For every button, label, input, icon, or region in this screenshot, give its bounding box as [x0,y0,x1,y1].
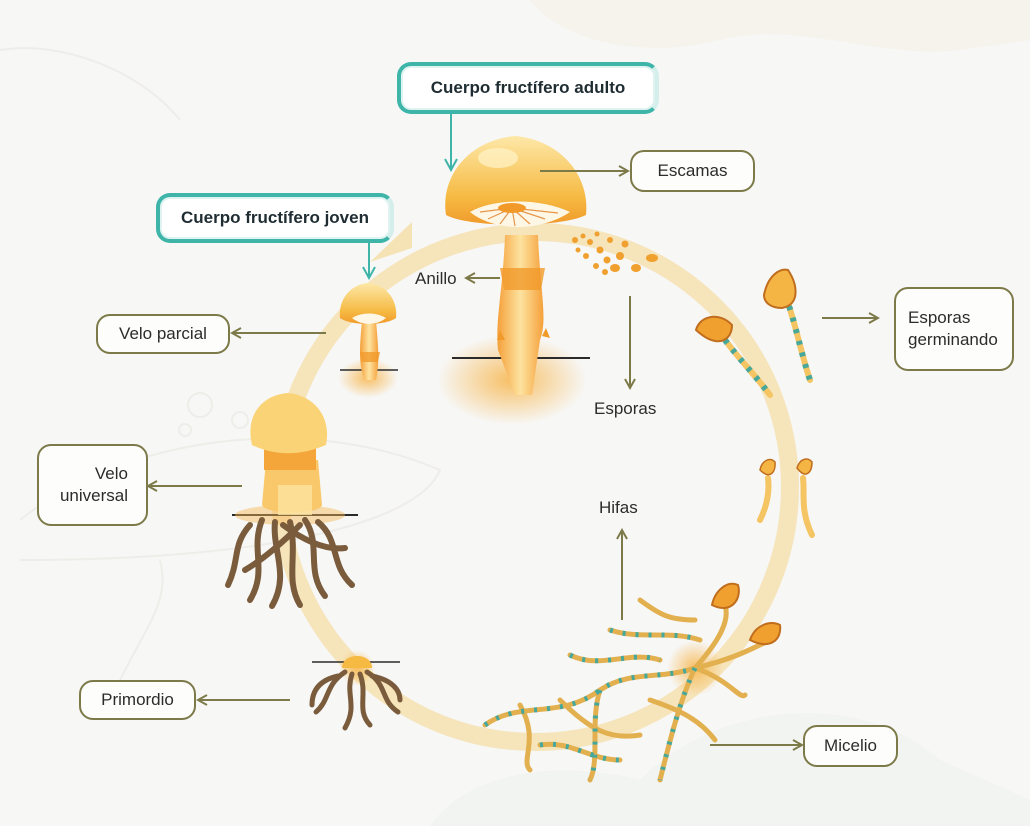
released-spores [572,231,658,275]
title-arrows [369,114,451,278]
label-velo-universal-line1: Velo [94,463,128,483]
label-velo-universal: Velo universal [37,444,148,526]
label-primordio: Primordio [79,680,196,720]
label-velo-parcial: Velo parcial [96,314,230,354]
label-escamas: Escamas [630,150,755,192]
label-hifas: Hifas [599,498,638,517]
mycelium-network [482,582,782,783]
label-velo-universal-line2: universal [59,486,128,505]
label-anillo: Anillo [415,269,457,288]
germinating-spores [694,268,815,538]
adult-fruiting-body-title: Cuerpo fructífero adulto [397,62,659,114]
connector-arrows [148,171,878,745]
label-esporas-germinando-line2: germinando [908,330,998,349]
young-mushroom [338,283,398,398]
adult-mushroom [437,136,590,425]
primordium-stage [309,650,403,731]
label-esporas-germinando-line1: Esporas [908,307,971,327]
label-micelio: Micelio [803,725,898,767]
label-esporas: Esporas [594,399,657,418]
universal-veil-stage [225,393,358,609]
young-fruiting-body-title: Cuerpo fructífero joven [156,193,394,243]
label-esporas-germinando: Esporas germinando [894,287,1014,371]
